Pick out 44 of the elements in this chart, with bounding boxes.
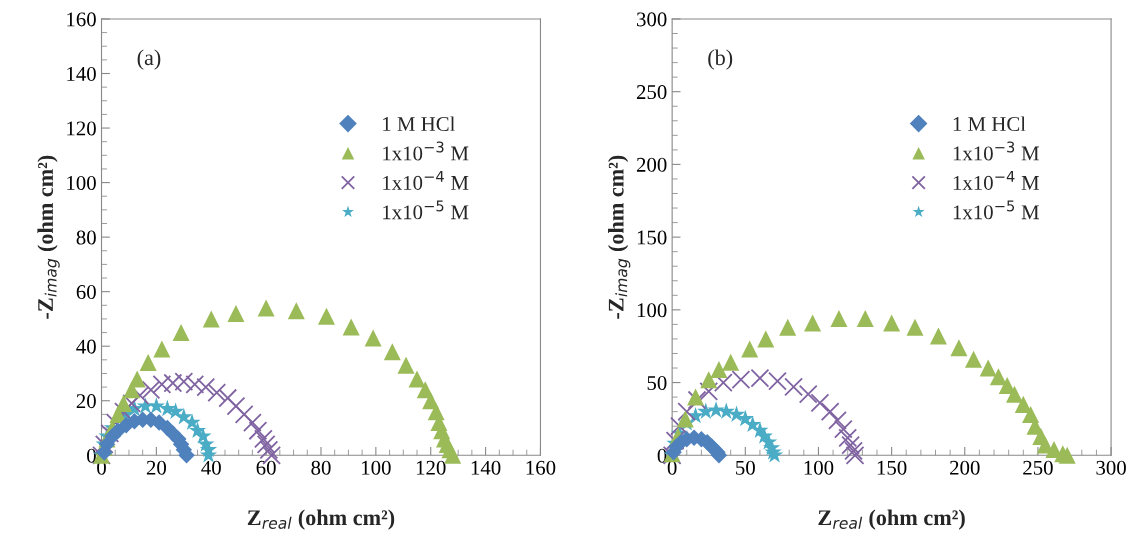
y-tick-label: 60 bbox=[76, 285, 96, 300]
annotation: (a) bbox=[137, 49, 161, 70]
x-tick-label: 100 bbox=[362, 460, 391, 475]
x-tick-label: 40 bbox=[201, 460, 221, 475]
legend-label: 1x10$^{−3}$ M bbox=[953, 141, 1039, 161]
x-tick-label: 300 bbox=[1096, 460, 1126, 475]
y-tick-label: 40 bbox=[76, 339, 96, 354]
x-tick-label: 80 bbox=[311, 460, 331, 475]
y-tick-label: 150 bbox=[637, 230, 667, 245]
legend-label: 1 M HCl bbox=[953, 116, 1026, 132]
x-tick-label: 200 bbox=[950, 460, 980, 475]
y-tick-label: 120 bbox=[67, 121, 96, 136]
y-tick-label: 50 bbox=[647, 375, 667, 390]
x-tick-label: 120 bbox=[416, 460, 446, 475]
y-tick-label: 80 bbox=[76, 230, 96, 245]
legend-label: 1x10$^{−4}$ M bbox=[953, 171, 1039, 190]
y-tick-label: 300 bbox=[637, 12, 667, 27]
y-tick-label: 250 bbox=[636, 85, 667, 100]
x-tick-label: 100 bbox=[804, 460, 834, 475]
legend-label: 1x10$^{−5}$ M bbox=[953, 200, 1039, 220]
x-tick-label: 140 bbox=[471, 460, 501, 475]
y-tick-label: 0 bbox=[657, 448, 667, 463]
x-tick-label: 20 bbox=[146, 460, 167, 475]
x-tick-label: 160 bbox=[526, 460, 556, 475]
x-axis-title: Z$_{real}$ (ohm cm²) bbox=[818, 509, 965, 530]
y-axis-title: -Z$_{imag}$ (ohm cm²) bbox=[37, 155, 60, 319]
y-tick-label: 20 bbox=[76, 394, 96, 409]
annotation: (b) bbox=[708, 49, 733, 70]
y-axis-title: -Z$_{imag}$ (ohm cm²) bbox=[608, 155, 631, 319]
y-tick-label: 100 bbox=[637, 303, 667, 318]
legend-label: 1x10$^{−5}$ M bbox=[383, 200, 469, 220]
y-tick-label: 140 bbox=[67, 66, 96, 81]
x-tick-label: 150 bbox=[877, 460, 907, 475]
x-tick-label: 60 bbox=[256, 460, 276, 475]
y-tick-label: 160 bbox=[67, 12, 96, 27]
y-tick-label: 0 bbox=[87, 448, 96, 463]
x-tick-label: 50 bbox=[736, 460, 755, 475]
x-axis-title: Z$_{real}$ (ohm cm²) bbox=[247, 509, 395, 530]
y-tick-label: 200 bbox=[636, 157, 667, 172]
legend-label: 1x10$^{−4}$ M bbox=[383, 171, 469, 190]
legend-label: 1 M HCl bbox=[383, 116, 455, 132]
y-tick-label: 100 bbox=[67, 175, 96, 191]
legend-label: 1x10$^{−3}$ M bbox=[383, 141, 469, 161]
x-tick-label: 250 bbox=[1023, 460, 1053, 475]
